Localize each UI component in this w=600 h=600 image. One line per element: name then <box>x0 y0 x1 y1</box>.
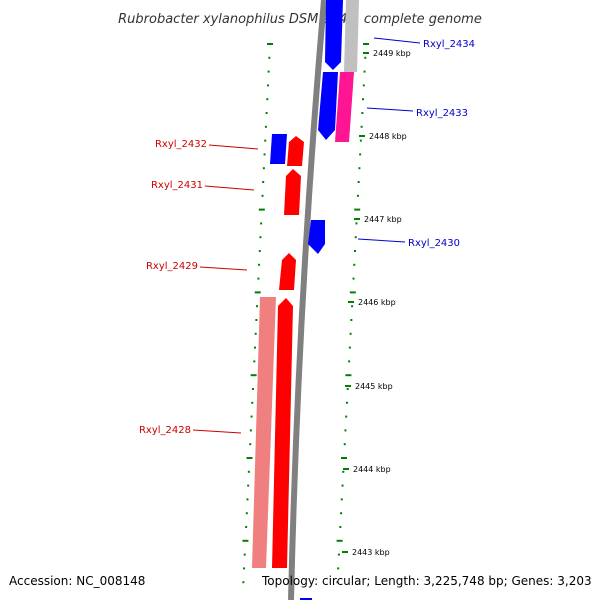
label-leader-line <box>204 185 255 191</box>
scale-tick-label: 2449 kbp <box>373 49 411 58</box>
inner-tick-ring <box>242 43 273 584</box>
gene-rxyl-2433 <box>335 72 354 142</box>
gene-rxyl-2433-blue <box>318 72 338 140</box>
gene-rxyl-2434 <box>325 0 343 70</box>
gene-label: Rxyl_2428 <box>139 425 191 436</box>
scale-tick-label: 2443 kbp <box>352 548 390 557</box>
gene-rxyl-2430 <box>308 220 325 254</box>
genome-backbone <box>288 0 327 600</box>
label-leader-line <box>199 266 248 271</box>
gene-grey <box>344 0 359 72</box>
label-leader-line <box>192 429 242 434</box>
scale-labels: 2449 kbp 2448 kbp 2447 kbp 2446 kbp 2445 kbp… <box>342 49 411 557</box>
gene-label: Rxyl_2434 <box>423 39 475 50</box>
gene-label: Rxyl_2433 <box>416 108 468 119</box>
gene-label: Rxyl_2432 <box>155 139 207 150</box>
gene-rxyl-2432 <box>287 136 304 166</box>
scale-tick-label: 2448 kbp <box>369 132 407 141</box>
accession-label: Accession: NC_008148 <box>9 574 146 588</box>
gene-labels: Rxyl_2434 Rxyl_2433 Rxyl_2432 Rxyl_2431 Rxyl… <box>139 37 475 436</box>
label-leader-line <box>357 238 406 243</box>
scale-tick-label: 2446 kbp <box>358 298 396 307</box>
gene-rxyl-2428-light <box>252 297 276 568</box>
scale-tick-label: 2445 kbp <box>355 382 393 391</box>
backbone-line <box>288 0 327 600</box>
gene-label: Rxyl_2430 <box>408 238 460 249</box>
map-title: Rubrobacter xylanophilus DSM 9941, compl… <box>118 12 482 27</box>
gene-rxyl-2431 <box>284 169 301 215</box>
gene-label: Rxyl_2431 <box>151 180 203 191</box>
gene-rxyl-2429 <box>279 253 296 290</box>
gene-rxyl-2432-blue <box>270 134 287 164</box>
scale-tick-label: 2444 kbp <box>353 465 391 474</box>
label-leader-line <box>366 107 414 112</box>
gene-label: Rxyl_2429 <box>146 261 198 272</box>
label-leader-line <box>208 144 259 150</box>
gene-features <box>252 0 359 600</box>
topology-label: Topology: circular; Length: 3,225,748 bp… <box>262 574 592 588</box>
label-leader-line <box>373 37 421 44</box>
outer-tick-ring <box>336 43 369 584</box>
gene-rxyl-2428 <box>272 298 293 568</box>
scale-tick-label: 2447 kbp <box>364 215 402 224</box>
